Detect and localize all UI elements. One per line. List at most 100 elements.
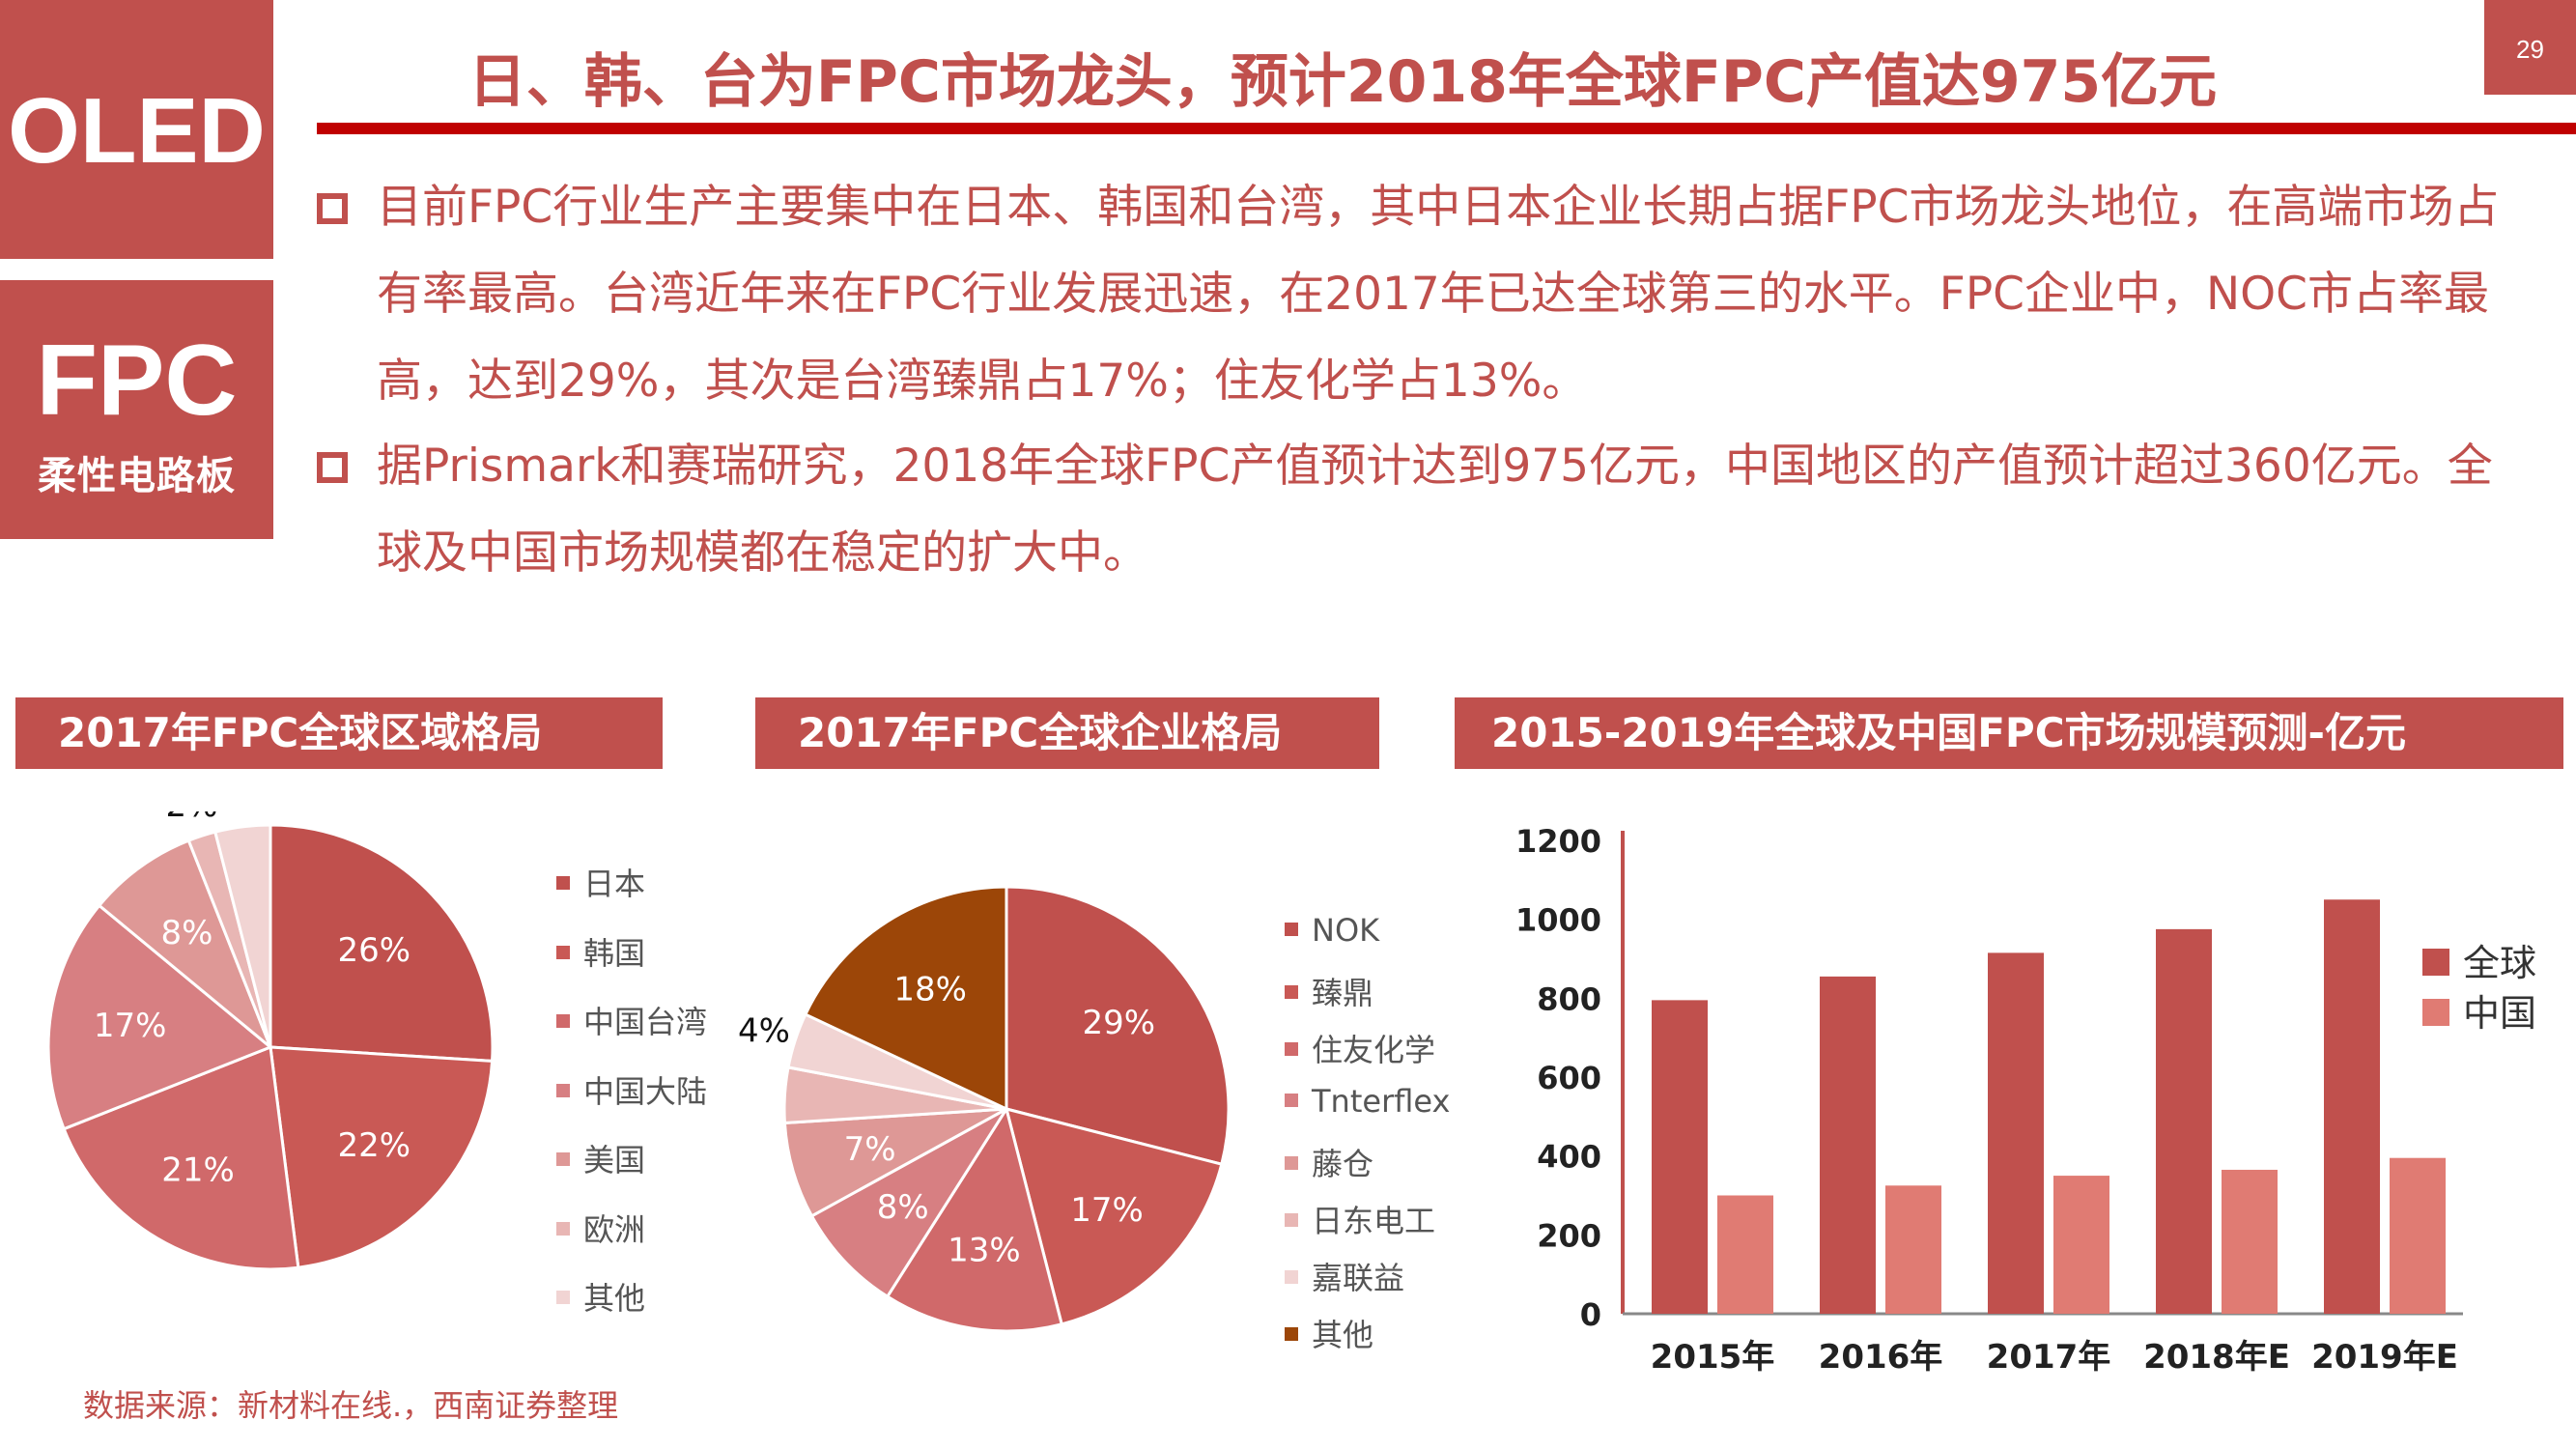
title-divider bbox=[317, 123, 2576, 134]
x-tick-label: 2015年 bbox=[1651, 1338, 1775, 1377]
x-tick-label: 2017年 bbox=[1987, 1338, 2111, 1377]
legend-label: 中国大陆 bbox=[583, 1072, 708, 1110]
bar-全球-2016年 bbox=[1820, 976, 1876, 1314]
x-tick-label: 2018年E bbox=[2143, 1338, 2290, 1377]
legend-swatch bbox=[1285, 1270, 1298, 1284]
legend-label: 全球 bbox=[2463, 942, 2537, 984]
pie-label: 26% bbox=[338, 931, 411, 970]
y-tick-label: 200 bbox=[1537, 1217, 1601, 1254]
bullet-2-text: 据Prismark和赛瑞研究，2018年全球FPC产值预计达到975亿元，中国地… bbox=[377, 440, 2493, 580]
oled-label: OLED bbox=[8, 79, 266, 183]
legend-item: 日本 bbox=[556, 860, 645, 904]
pie-label: 13% bbox=[948, 1231, 1021, 1269]
bar-全球-2018年E bbox=[2156, 928, 2212, 1314]
y-tick-label: 0 bbox=[1580, 1296, 1601, 1333]
region-pie-title: 2017年FPC全球区域格局 bbox=[15, 697, 663, 769]
pie-label: 22% bbox=[338, 1126, 411, 1165]
y-tick-label: 800 bbox=[1537, 980, 1601, 1017]
pie-slice-臻鼎 bbox=[1004, 1106, 1224, 1326]
pie-slice-NOK bbox=[1005, 885, 1231, 1167]
legend-item: 其他 bbox=[556, 1274, 645, 1319]
legend-swatch bbox=[2422, 998, 2449, 1026]
pie-label: 4% bbox=[212, 811, 265, 814]
pie-label: 17% bbox=[1070, 1191, 1144, 1230]
market-bar-legend: 全球 中国 bbox=[2422, 933, 2558, 1049]
pie-label: 2% bbox=[165, 811, 217, 825]
legend-label: Tnterflex bbox=[1312, 1083, 1451, 1120]
legend-label: 美国 bbox=[583, 1142, 646, 1179]
pie-label: 4% bbox=[738, 1011, 790, 1050]
page-number: 29 bbox=[2484, 0, 2576, 95]
legend-swatch bbox=[556, 1291, 570, 1304]
legend-item: 全球 bbox=[2422, 933, 2536, 986]
bar-全球-2017年 bbox=[1988, 952, 2044, 1314]
legend-swatch bbox=[1285, 923, 1298, 936]
bar-中国-2015年 bbox=[1717, 1195, 1773, 1314]
legend-item: 嘉联益 bbox=[1285, 1254, 1404, 1298]
pie-label: 8% bbox=[161, 914, 213, 952]
pie-slice-中国台湾 bbox=[62, 1044, 300, 1271]
pie-label: 21% bbox=[161, 1151, 235, 1190]
company-pie-chart: 29% 17% 13% 8% 7% 4% 18% bbox=[738, 885, 1231, 1333]
pie-slice-韩国 bbox=[269, 1045, 495, 1269]
bar-中国-2017年 bbox=[2053, 1176, 2109, 1314]
legend-swatch bbox=[556, 1221, 570, 1236]
bar-中国-2019年E bbox=[2390, 1157, 2446, 1314]
legend-swatch bbox=[1285, 1327, 1298, 1341]
page-title: 日、韩、台为FPC市场龙头，预计2018年全球FPC产值达975亿元 bbox=[467, 48, 2218, 116]
legend-label: 其他 bbox=[1312, 1317, 1374, 1353]
legend-label: 中国 bbox=[2463, 992, 2537, 1035]
legend-swatch bbox=[556, 1152, 570, 1166]
legend-label: 欧洲 bbox=[583, 1210, 646, 1248]
legend-swatch bbox=[1285, 1094, 1298, 1107]
pie-slice-其他 bbox=[212, 823, 272, 1048]
legend-item: 中国大陆 bbox=[556, 1067, 707, 1112]
bullet-square-icon bbox=[317, 193, 348, 224]
pie-slice-中国大陆 bbox=[46, 903, 273, 1131]
legend-item: NOK bbox=[1285, 912, 1379, 949]
legend-swatch bbox=[2422, 948, 2449, 976]
legend-swatch bbox=[556, 945, 570, 959]
bar-全球-2019年E bbox=[2324, 899, 2380, 1314]
pie-label: 18% bbox=[893, 971, 967, 1009]
legend-label: 日本 bbox=[583, 866, 646, 902]
y-tick-label: 600 bbox=[1537, 1060, 1601, 1096]
pie-label: 8% bbox=[877, 1188, 929, 1227]
legend-item: 中国台湾 bbox=[556, 998, 707, 1042]
legend-swatch bbox=[556, 1083, 570, 1097]
bar-中国-2018年E bbox=[2222, 1169, 2278, 1314]
pie-label: 7% bbox=[844, 1130, 896, 1169]
legend-item: 住友化学 bbox=[1285, 1026, 1435, 1070]
sidebar-fpc: FPC 柔性电路板 bbox=[0, 280, 273, 539]
bullet-1-text: 目前FPC行业生产主要集中在日本、韩国和台湾，其中日本企业长期占据FPC市场龙头… bbox=[377, 181, 2500, 408]
legend-label: 日东电工 bbox=[1312, 1203, 1436, 1239]
bullet-1: 目前FPC行业生产主要集中在日本、韩国和台湾，其中日本企业长期占据FPC市场龙头… bbox=[317, 164, 2500, 425]
legend-item: 藤仓 bbox=[1285, 1140, 1373, 1184]
legend-item: 美国 bbox=[556, 1136, 645, 1180]
legend-label: NOK bbox=[1312, 912, 1380, 949]
bar-全球-2015年 bbox=[1652, 1000, 1708, 1314]
bullet-2: 据Prismark和赛瑞研究，2018年全球FPC产值预计达到975亿元，中国地… bbox=[317, 423, 2500, 597]
region-pie-legend: 日本 韩国 中国台湾 中国大陆 美国 欧洲 其他 bbox=[556, 860, 750, 1323]
market-bar-title: 2015-2019年全球及中国FPC市场规模预测-亿元 bbox=[1455, 697, 2563, 769]
company-pie-title: 2017年FPC全球企业格局 bbox=[755, 697, 1379, 769]
sidebar-oled: OLED bbox=[0, 0, 273, 259]
y-tick-label: 400 bbox=[1537, 1139, 1601, 1176]
legend-item: 欧洲 bbox=[556, 1206, 645, 1250]
legend-item: Tnterflex bbox=[1285, 1083, 1450, 1120]
pie-slice-美国 bbox=[97, 838, 272, 1049]
legend-swatch bbox=[1285, 1213, 1298, 1227]
company-pie-legend: NOK 臻鼎 住友化学 Tnterflex 藤仓 日东电工 嘉联益 其他 bbox=[1285, 912, 1507, 1356]
y-tick-label: 1200 bbox=[1515, 823, 1601, 860]
pie-slice-Tnterflex bbox=[809, 1107, 1008, 1299]
x-tick-label: 2016年 bbox=[1819, 1338, 1943, 1377]
bar-中国-2016年 bbox=[1885, 1185, 1941, 1314]
x-tick-label: 2019年E bbox=[2311, 1338, 2458, 1377]
pie-label: 29% bbox=[1083, 1004, 1156, 1042]
legend-item: 日东电工 bbox=[1285, 1197, 1435, 1241]
fpc-label: FPC bbox=[36, 325, 238, 437]
market-bar-chart: 0 200 400 600 800 1000 1200 2015年 2016年 2017年 2018… bbox=[1515, 823, 2463, 1377]
legend-swatch bbox=[556, 1014, 570, 1028]
legend-swatch bbox=[1285, 985, 1298, 999]
region-pie-chart: 26% 22% 21% 17% 8% 2%4% bbox=[46, 811, 495, 1271]
